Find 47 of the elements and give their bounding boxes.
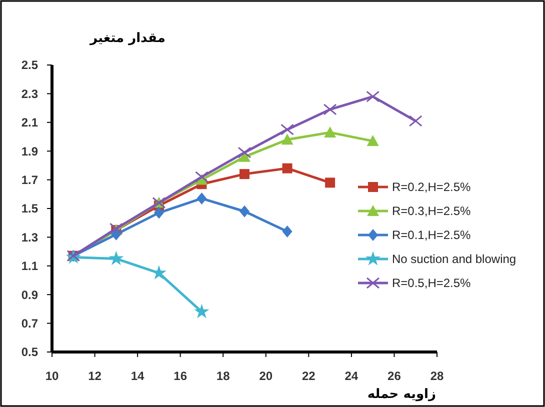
- point: [366, 90, 380, 102]
- point: [194, 304, 210, 318]
- y-tick-label: 2.5: [21, 58, 38, 72]
- x-tick-label: 24: [344, 369, 358, 383]
- point: [196, 192, 207, 204]
- point: [324, 126, 336, 138]
- x-tick-label: 20: [259, 369, 273, 383]
- x-tick-label: 16: [174, 369, 188, 383]
- x-tick-label: 18: [216, 369, 230, 383]
- point: [366, 135, 379, 146]
- x-tick-label: 28: [430, 369, 444, 383]
- legend-label: R=0.3,H=2.5%: [392, 204, 472, 218]
- point: [281, 134, 294, 145]
- y-tick-label: 1.9: [21, 144, 38, 158]
- legend-label: R=0.5,H=2.5%: [392, 276, 472, 290]
- x-tick-label: 10: [45, 369, 59, 383]
- point: [408, 115, 422, 127]
- x-tick-label: 14: [130, 369, 145, 383]
- y-axis-title: مقدار متغیر: [89, 31, 166, 46]
- x-tick-label: 12: [88, 369, 102, 383]
- y-tick-label: 2.3: [21, 86, 38, 101]
- legend-label: R=0.1,H=2.5%: [392, 228, 472, 242]
- point: [154, 206, 164, 219]
- y-tick-label: 1.7: [21, 173, 38, 187]
- x-tick-label: 22: [302, 369, 316, 383]
- point: [280, 124, 294, 136]
- x-axis-title: زاویه حمله: [367, 387, 436, 402]
- point: [282, 225, 292, 238]
- point: [325, 178, 336, 188]
- point: [323, 104, 337, 116]
- point: [240, 205, 250, 218]
- point: [282, 163, 292, 174]
- y-tick-label: 1.1: [21, 259, 38, 274]
- point: [194, 171, 208, 183]
- y-tick-label: 0.5: [21, 345, 38, 360]
- y-tick-label: 0.7: [21, 316, 38, 330]
- legend-label: R=0.2,H=2.5%: [392, 180, 472, 194]
- point: [111, 228, 122, 240]
- legend-label: No suction and blowing: [392, 252, 516, 266]
- y-tick-label: 2.1: [21, 116, 38, 130]
- point: [240, 169, 250, 180]
- x-tick-label: 26: [388, 369, 402, 383]
- y-tick-label: 1.5: [21, 202, 38, 216]
- y-tick-label: 1.3: [21, 230, 38, 244]
- point: [238, 146, 252, 158]
- y-tick-label: 0.9: [21, 288, 38, 302]
- point: [108, 250, 124, 266]
